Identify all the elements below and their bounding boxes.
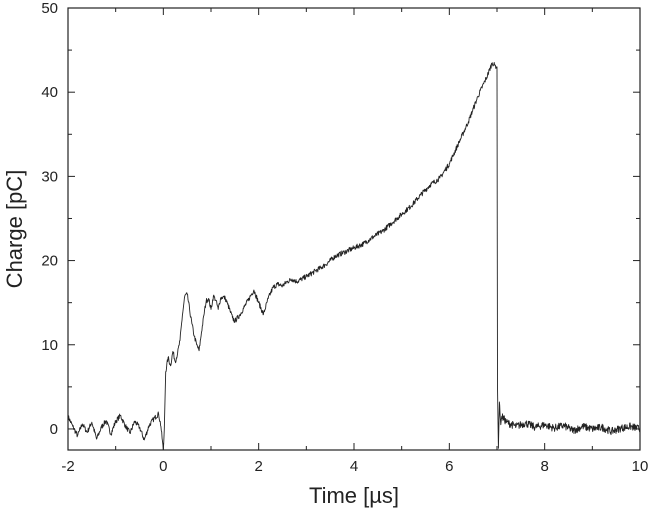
y-axis-label: Charge [pC] — [2, 170, 27, 289]
x-tick-label: 2 — [254, 458, 262, 475]
x-tick-label: 8 — [540, 458, 548, 475]
x-tick-label: -2 — [61, 458, 74, 475]
y-tick-label: 0 — [50, 421, 58, 438]
x-axis-label: Time [µs] — [309, 483, 399, 508]
x-tick-label: 0 — [159, 458, 167, 475]
charge-trace-line — [67, 61, 641, 451]
y-tick-label: 10 — [41, 337, 58, 354]
x-tick-label: 6 — [445, 458, 453, 475]
y-tick-label: 30 — [41, 168, 58, 185]
plot-area — [67, 7, 641, 451]
tick-labels: -2 0 2 4 6 8 10 0 10 20 30 40 50 — [41, 0, 648, 475]
axis-ticks — [67, 7, 641, 450]
x-tick-label: 10 — [632, 458, 649, 475]
y-tick-label: 40 — [41, 84, 58, 101]
plot-frame — [67, 7, 641, 451]
x-tick-label: 4 — [350, 458, 358, 475]
y-tick-label: 50 — [41, 0, 58, 17]
y-tick-label: 20 — [41, 253, 58, 270]
